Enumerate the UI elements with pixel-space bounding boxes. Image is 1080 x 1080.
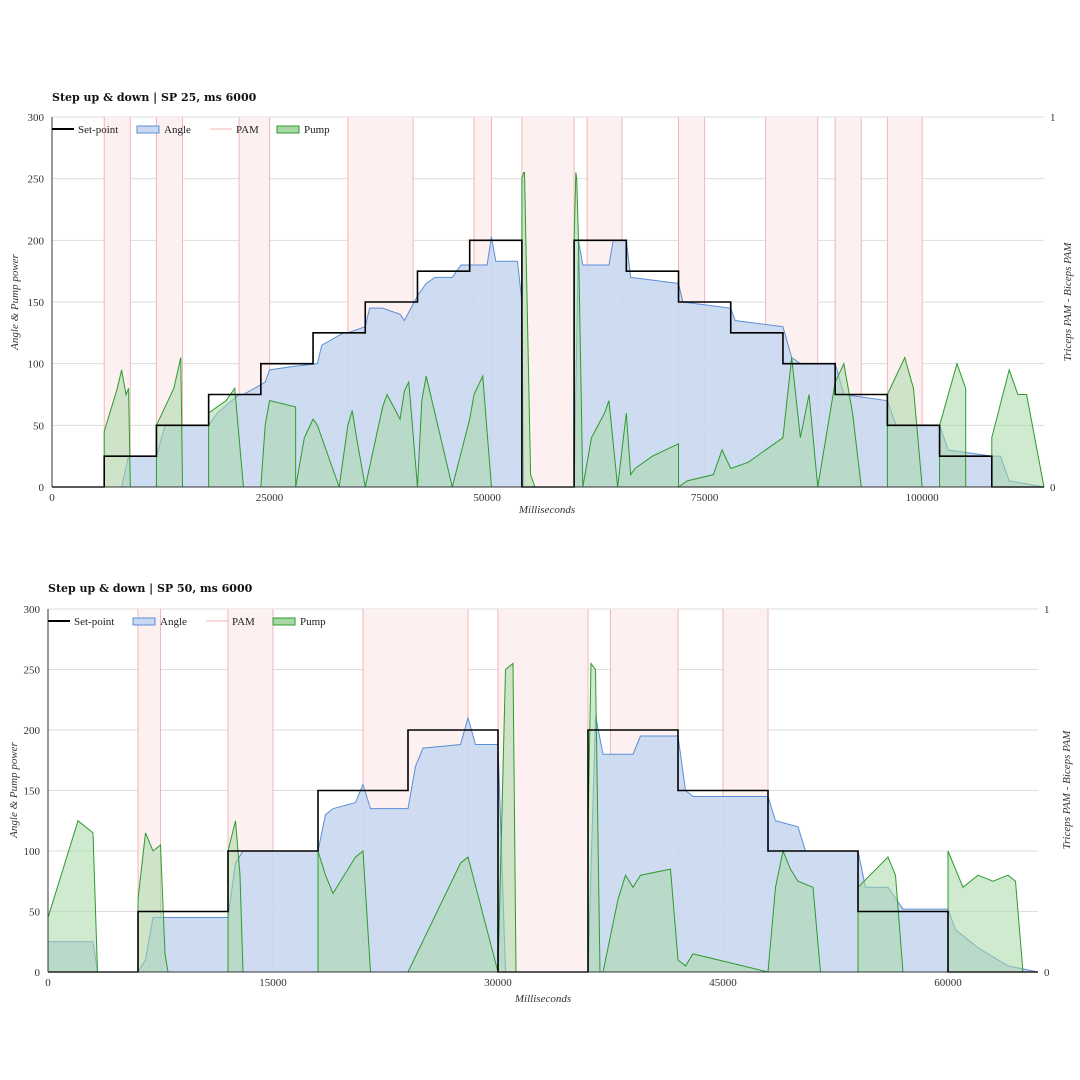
pump-area bbox=[48, 663, 1038, 972]
y-tick-label: 250 bbox=[24, 665, 41, 677]
y2-tick-label: 1 bbox=[1050, 112, 1056, 124]
y-tick-label: 300 bbox=[28, 112, 45, 124]
y-tick-label: 150 bbox=[28, 297, 45, 309]
x-tick-label: 45000 bbox=[709, 977, 737, 989]
legend-label-pam: PAM bbox=[236, 124, 259, 136]
pump-area bbox=[52, 172, 1044, 487]
chart-1-xlabel: Milliseconds bbox=[518, 504, 575, 516]
x-tick-label: 15000 bbox=[259, 977, 287, 989]
chart-2: Step up & down | SP 50, ms 6000 Millisec… bbox=[8, 582, 1073, 1005]
x-tick-label: 60000 bbox=[934, 977, 962, 989]
y-tick-label: 250 bbox=[28, 174, 45, 186]
y-tick-label: 0 bbox=[35, 967, 41, 979]
y-tick-label: 100 bbox=[24, 846, 41, 858]
x-tick-label: 75000 bbox=[691, 492, 719, 504]
y2-tick-label: 1 bbox=[1044, 604, 1050, 616]
x-tick-label: 0 bbox=[45, 977, 51, 989]
chart-2-plot: 0 50 100 150 200 250 300 0 15000 30000 45000 60000 0… bbox=[24, 604, 1051, 989]
chart-2-legend: Set-point Angle PAM Pump bbox=[48, 616, 326, 628]
legend-swatch-angle bbox=[136, 125, 160, 134]
y-tick-label: 300 bbox=[24, 604, 41, 616]
x-tick-label: 0 bbox=[49, 492, 55, 504]
legend-label-setpoint: Set-point bbox=[74, 616, 114, 628]
legend-label-setpoint: Set-point bbox=[78, 124, 118, 136]
chart-2-ylabel: Angle & Pump power bbox=[8, 741, 20, 838]
y2-tick-label: 0 bbox=[1050, 482, 1056, 494]
chart-1-plot: 0 50 100 150 200 250 300 0 25000 50000 75000 100000… bbox=[28, 112, 1057, 504]
y-tick-label: 150 bbox=[24, 786, 41, 798]
legend-swatch-pump bbox=[272, 617, 296, 626]
chart-2-y2label: Triceps PAM - Biceps PAM bbox=[1061, 730, 1073, 850]
x-tick-label: 100000 bbox=[906, 492, 940, 504]
x-tick-label: 50000 bbox=[473, 492, 501, 504]
chart-1-legend: Set-point Angle PAM Pump bbox=[52, 124, 330, 136]
chart-2-xlabel: Milliseconds bbox=[514, 993, 571, 1005]
y-tick-label: 50 bbox=[29, 907, 41, 919]
chart-2-title: Step up & down | SP 50, ms 6000 bbox=[48, 582, 253, 595]
chart-1-ylabel: Angle & Pump power bbox=[9, 253, 21, 350]
legend-swatch-angle bbox=[132, 617, 156, 626]
x-tick-label: 30000 bbox=[484, 977, 512, 989]
legend-label-pam: PAM bbox=[232, 616, 255, 628]
legend-label-pump: Pump bbox=[304, 124, 330, 136]
chart-1-y2label: Triceps PAM - Biceps PAM bbox=[1062, 242, 1074, 362]
chart-1-title: Step up & down | SP 25, ms 6000 bbox=[52, 91, 257, 104]
y-tick-label: 200 bbox=[24, 725, 41, 737]
legend-swatch-pump bbox=[276, 125, 300, 134]
chart-1: Step up & down | SP 25, ms 6000 Millisec… bbox=[9, 91, 1074, 516]
y-tick-label: 200 bbox=[28, 235, 45, 247]
legend-label-pump: Pump bbox=[300, 616, 326, 628]
x-tick-label: 25000 bbox=[256, 492, 284, 504]
pam-band bbox=[521, 117, 575, 487]
legend-label-angle: Angle bbox=[164, 124, 191, 136]
y-tick-label: 100 bbox=[28, 359, 45, 371]
legend-label-angle: Angle bbox=[160, 616, 187, 628]
y2-tick-label: 0 bbox=[1044, 967, 1050, 979]
y-tick-label: 50 bbox=[33, 420, 45, 432]
y-tick-label: 0 bbox=[39, 482, 45, 494]
